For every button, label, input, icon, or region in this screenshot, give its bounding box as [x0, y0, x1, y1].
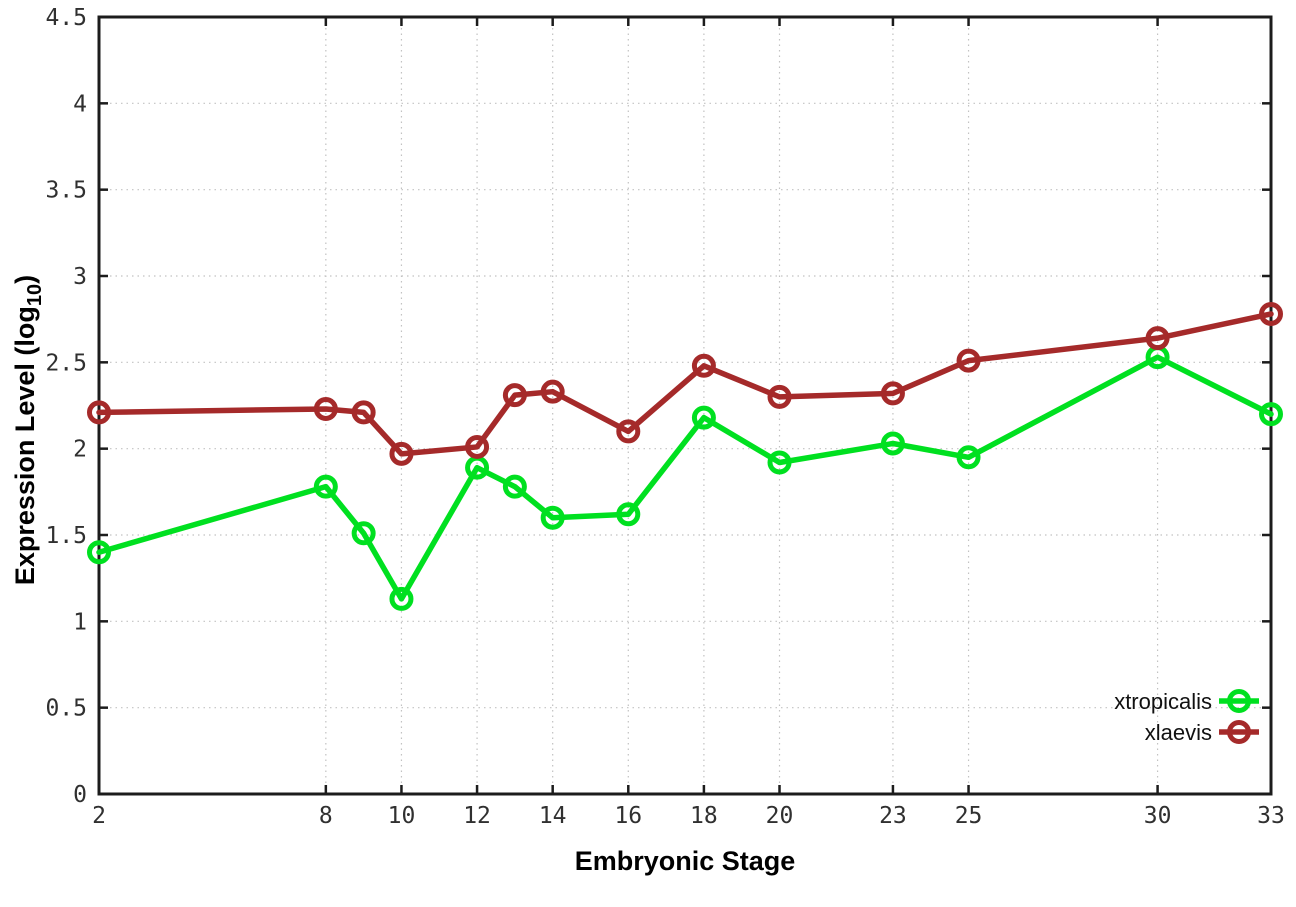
grid-lines: [99, 17, 1271, 794]
data-point-xlaevis: [1259, 301, 1283, 326]
data-point-xtropicalis: [351, 521, 376, 546]
data-point-xtropicalis: [767, 450, 792, 475]
data-point-xtropicalis: [313, 474, 338, 499]
y-axis-title: Expression Level (log10): [10, 275, 46, 585]
data-point-xtropicalis: [1259, 402, 1283, 427]
y-tick-label: 1: [73, 609, 87, 635]
data-point-xlaevis: [616, 419, 641, 444]
x-tick-label: 18: [690, 803, 718, 829]
x-tick-label: 8: [319, 803, 333, 829]
data-point-xtropicalis: [540, 505, 565, 530]
legend-label-xlaevis: xlaevis: [1145, 720, 1212, 745]
legend: xtropicalis xlaevis: [1114, 689, 1259, 745]
y-tick-label: 3: [73, 264, 87, 290]
data-point-xlaevis: [540, 379, 565, 404]
x-tick-label: 30: [1144, 803, 1172, 829]
data-point-xlaevis: [1145, 326, 1170, 351]
tick-labels: 2 8 10 12 14 16 18 20 23 25 30 33 0 0.5 1 1.5 2 2.5 3 3.5 4 4…: [45, 5, 1284, 829]
data-point-xlaevis: [880, 381, 905, 406]
x-tick-label: 14: [539, 803, 567, 829]
data-point-xlaevis: [389, 441, 414, 466]
data-point-xtropicalis: [87, 540, 111, 565]
legend-label-xtropicalis: xtropicalis: [1114, 689, 1212, 714]
data-point-xlaevis: [351, 400, 376, 425]
series-line-xtropicalis: [96, 354, 1274, 602]
plot-frame: [97, 15, 1273, 796]
y-tick-label: 2: [73, 437, 87, 463]
x-tick-label: 33: [1257, 803, 1285, 829]
data-point-xlaevis: [956, 348, 981, 373]
data-point-xlaevis: [87, 400, 111, 425]
data-point-xtropicalis: [691, 405, 716, 430]
data-point-xtropicalis: [956, 445, 981, 470]
data-point-xlaevis: [767, 384, 792, 409]
data-point-xtropicalis: [616, 502, 641, 527]
y-tick-label: 4: [73, 91, 87, 117]
x-tick-label: 23: [879, 803, 907, 829]
data-point-xlaevis: [502, 383, 527, 408]
data-series: [87, 301, 1283, 611]
y-tick-label: 1.5: [45, 523, 87, 549]
x-axis-title: Embryonic Stage: [575, 846, 796, 876]
x-tick-label: 25: [955, 803, 983, 829]
y-tick-label: 3.5: [45, 178, 87, 204]
x-tick-label: 20: [766, 803, 794, 829]
y-tick-label: 2.5: [45, 350, 87, 376]
x-tick-label: 10: [388, 803, 416, 829]
data-point-xtropicalis: [880, 431, 905, 456]
x-tick-label: 2: [92, 803, 106, 829]
y-tick-label: 4.5: [45, 5, 87, 31]
data-point-xtropicalis: [502, 474, 527, 499]
plot-border: [97, 15, 1273, 796]
data-point-xtropicalis: [389, 586, 414, 611]
data-point-xlaevis: [465, 434, 490, 459]
legend-sample-marker-xlaevis: [1227, 720, 1251, 744]
data-point-xlaevis: [691, 353, 716, 378]
y-tick-label: 0.5: [45, 696, 87, 722]
x-tick-label: 12: [463, 803, 491, 829]
data-point-xlaevis: [313, 396, 338, 421]
y-tick-label: 0: [73, 782, 87, 808]
legend-sample-marker-xtropicalis: [1227, 689, 1251, 713]
series-line-xlaevis: [96, 311, 1274, 457]
x-tick-label: 16: [614, 803, 642, 829]
